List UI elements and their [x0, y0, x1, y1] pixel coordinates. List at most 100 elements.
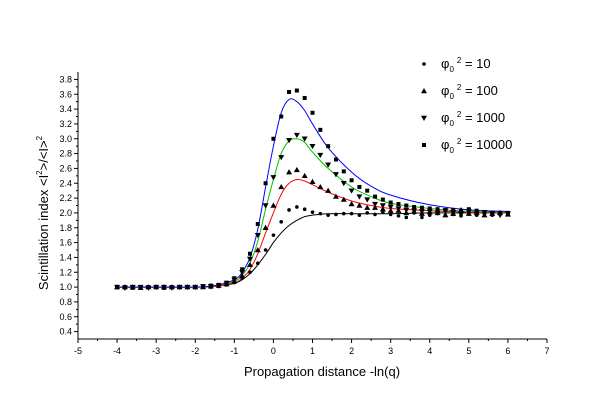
y-tick-label: 0.6 [59, 312, 72, 322]
data-point [293, 132, 300, 139]
data-point [216, 282, 221, 287]
data-point [419, 205, 424, 210]
y-axis-title-main: Scintillation index <I [36, 175, 51, 290]
data-point [396, 202, 401, 207]
data-point [248, 270, 252, 275]
data-point [458, 212, 465, 218]
data-point [301, 136, 308, 142]
x-tick-label: -3 [152, 346, 160, 356]
data-point [208, 283, 213, 288]
x-tick-label: -2 [191, 346, 199, 356]
data-point [247, 251, 252, 256]
y-tick-label: 3.4 [59, 104, 72, 114]
data-point [388, 200, 393, 205]
legend: φ02 = 10 φ02 = 100 φ02 = 1000 φ02 = 10000 [421, 56, 512, 155]
data-point [295, 205, 299, 209]
data-point [426, 209, 433, 215]
data-point [262, 224, 269, 230]
data-point [387, 207, 394, 213]
data-point [263, 248, 268, 252]
data-point [310, 210, 315, 214]
data-point [326, 213, 330, 217]
data-point [254, 247, 261, 253]
data-point [193, 285, 198, 290]
data-point [412, 204, 417, 209]
legend-label: φ02 = 1000 [441, 110, 505, 128]
data-point [356, 194, 363, 200]
x-tick-label: 7 [544, 346, 549, 356]
data-point [318, 211, 323, 216]
y-tick-label: 0.4 [59, 327, 72, 337]
data-point [365, 188, 370, 193]
legend-label: φ02 = 100 [441, 83, 498, 101]
x-tick-label: 3 [388, 346, 393, 356]
y-tick-label: 2.0 [59, 208, 72, 218]
y-tick-label: 1.6 [59, 238, 72, 248]
data-point [201, 284, 206, 289]
data-point [349, 211, 354, 216]
data-point [278, 183, 285, 190]
data-point [138, 285, 143, 290]
fit-curve-series-2 [117, 178, 508, 288]
points-series-1 [115, 205, 510, 290]
data-point [287, 208, 291, 212]
data-point [451, 207, 456, 212]
x-axis-ticks: -5 -4 -3 -2 -1 0 1 2 3 4 5 6 7 [74, 339, 550, 356]
data-point [427, 206, 432, 211]
data-point [474, 208, 479, 213]
x-tick-label: 6 [505, 346, 510, 356]
data-point [239, 270, 246, 276]
data-point [505, 210, 510, 215]
data-point [340, 196, 347, 202]
data-point [403, 207, 410, 213]
data-point [271, 136, 276, 141]
y-tick-label: 1.8 [59, 223, 72, 233]
data-point [293, 166, 300, 173]
data-point [309, 178, 316, 184]
data-point [372, 204, 379, 210]
data-point [340, 181, 347, 187]
y-axis-ticks: 0.4 0.6 0.8 1.0 1.2 1.4 1.6 1.8 2.0 2.2 2.4 2.6 2.8 3… [59, 74, 78, 337]
data-point [279, 220, 284, 224]
legend-marker [421, 88, 427, 94]
legend-marker [422, 143, 426, 147]
x-axis-title: Propagation distance -ln(q) [244, 364, 400, 379]
data-point [287, 90, 292, 95]
data-point [404, 215, 409, 220]
data-point [146, 285, 151, 290]
data-point [302, 95, 307, 100]
y-tick-label: 3.6 [59, 89, 72, 99]
data-point [372, 201, 379, 208]
y-tick-label: 3.2 [59, 119, 72, 129]
legend-marker [421, 115, 427, 121]
data-point [365, 211, 370, 215]
data-point [270, 175, 277, 181]
x-tick-label: -4 [113, 346, 121, 356]
data-point [122, 285, 127, 290]
data-point [325, 187, 332, 193]
legend-label: φ02 = 10 [441, 56, 491, 74]
y-axis-title-sup1: 2 [35, 170, 44, 175]
data-point [270, 202, 277, 208]
x-tick-label: 5 [466, 346, 471, 356]
data-point [434, 210, 441, 216]
data-point [411, 208, 418, 214]
data-point [278, 155, 285, 161]
x-tick-label: -5 [74, 346, 82, 356]
legend-label: φ02 = 10000 [441, 137, 512, 155]
data-point [301, 172, 308, 179]
data-point [185, 285, 190, 290]
data-point [332, 193, 339, 199]
data-point [332, 172, 339, 178]
data-point [387, 204, 394, 210]
y-tick-label: 2.8 [59, 149, 72, 159]
y-tick-label: 2.2 [59, 193, 72, 203]
data-point [115, 285, 120, 290]
data-point [130, 285, 135, 290]
data-point [420, 215, 424, 220]
data-point [341, 169, 346, 174]
data-point [357, 213, 362, 217]
data-point [498, 210, 503, 215]
y-tick-label: 3.0 [59, 134, 72, 144]
